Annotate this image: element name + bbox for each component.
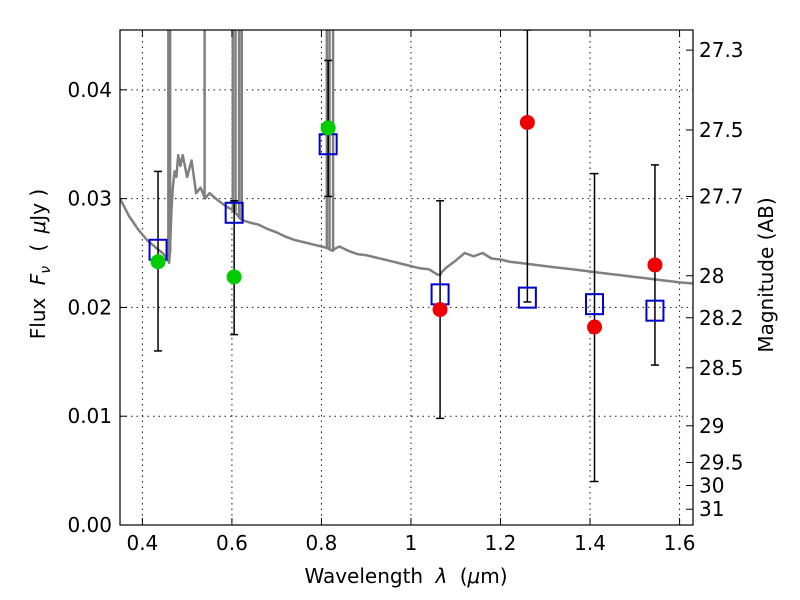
y2-tick-label-8: 30 xyxy=(699,474,724,498)
x-axis-ticks: 0.4 0.6 0.8 1 1.2 1.4 1.6 xyxy=(126,30,695,555)
y2-axis-label: Magnitude (AB) xyxy=(754,197,778,352)
y-axis-label: Flux Fν ( μJy ) xyxy=(26,189,55,339)
y2-tick-label-5: 28.5 xyxy=(699,356,744,380)
model-photometry-point-5 xyxy=(585,293,605,316)
y2-tick-label-7: 29.5 xyxy=(699,450,744,474)
y2-tick-label-0: 27.3 xyxy=(699,38,744,62)
y-tick-label-4: 0.04 xyxy=(67,78,112,102)
x-tick-label-2: 0.8 xyxy=(306,531,338,555)
emission-line-spikes xyxy=(167,30,335,259)
y-tick-label-0: 0.00 xyxy=(67,513,112,537)
y2-tick-label-4: 28.2 xyxy=(699,306,744,330)
y-axis-label-nu: ν xyxy=(38,266,54,274)
y-tick-label-2: 0.02 xyxy=(67,295,112,319)
y2-tick-label-6: 29 xyxy=(699,414,724,438)
y-tick-label-3: 0.03 xyxy=(67,187,112,211)
observed-point-2 xyxy=(320,120,336,136)
model-photometry-point-1 xyxy=(224,201,244,224)
x-tick-label-6: 1.6 xyxy=(664,531,696,555)
x-axis-label-paren: ( xyxy=(460,564,468,588)
y-axis-label-paren: ( xyxy=(26,244,50,252)
model-photometry-point-6 xyxy=(645,299,665,322)
y-axis-label-f: F xyxy=(26,273,50,285)
y2-tick-label-2: 27.7 xyxy=(699,184,744,208)
x-tick-label-3: 1 xyxy=(405,531,418,555)
x-axis-label-unit: m) xyxy=(480,564,507,588)
x-axis-label-mu: μ xyxy=(467,564,481,588)
observed-point-3 xyxy=(432,302,448,318)
x-tick-label-5: 1.4 xyxy=(574,531,606,555)
model-spectrum-line xyxy=(120,153,693,285)
observed-point-6 xyxy=(647,257,663,273)
x-axis-label: Wavelength λ (μm) xyxy=(304,564,507,588)
observed-point-0 xyxy=(150,254,166,270)
observed-point-1 xyxy=(226,269,242,285)
y-axis-label-flux: Flux xyxy=(26,297,50,339)
y2-tick-label-1: 27.5 xyxy=(699,118,744,142)
observed-point-5 xyxy=(587,319,603,335)
plot-background xyxy=(120,30,693,525)
y-axis-label-unit: Jy ) xyxy=(26,189,50,223)
x-tick-label-4: 1.2 xyxy=(485,531,517,555)
x-axis-label-lambda: λ xyxy=(434,564,447,588)
observed-flux-markers xyxy=(150,114,663,335)
model-photometry-point-4 xyxy=(517,286,537,309)
y-axis-label-mu: μ xyxy=(26,221,50,235)
y2-tick-label-3: 28 xyxy=(699,264,724,288)
x-tick-label-0: 0.4 xyxy=(126,531,158,555)
x-axis-label-word: Wavelength xyxy=(304,564,423,588)
y-tick-label-1: 0.01 xyxy=(67,404,112,428)
y-axis-ticks: 0.00 0.01 0.02 0.03 0.04 xyxy=(67,78,127,537)
observed-point-4 xyxy=(519,114,535,130)
y2-tick-label-9: 31 xyxy=(699,497,724,521)
x-tick-label-1: 0.6 xyxy=(216,531,248,555)
plot-frame xyxy=(119,29,694,526)
